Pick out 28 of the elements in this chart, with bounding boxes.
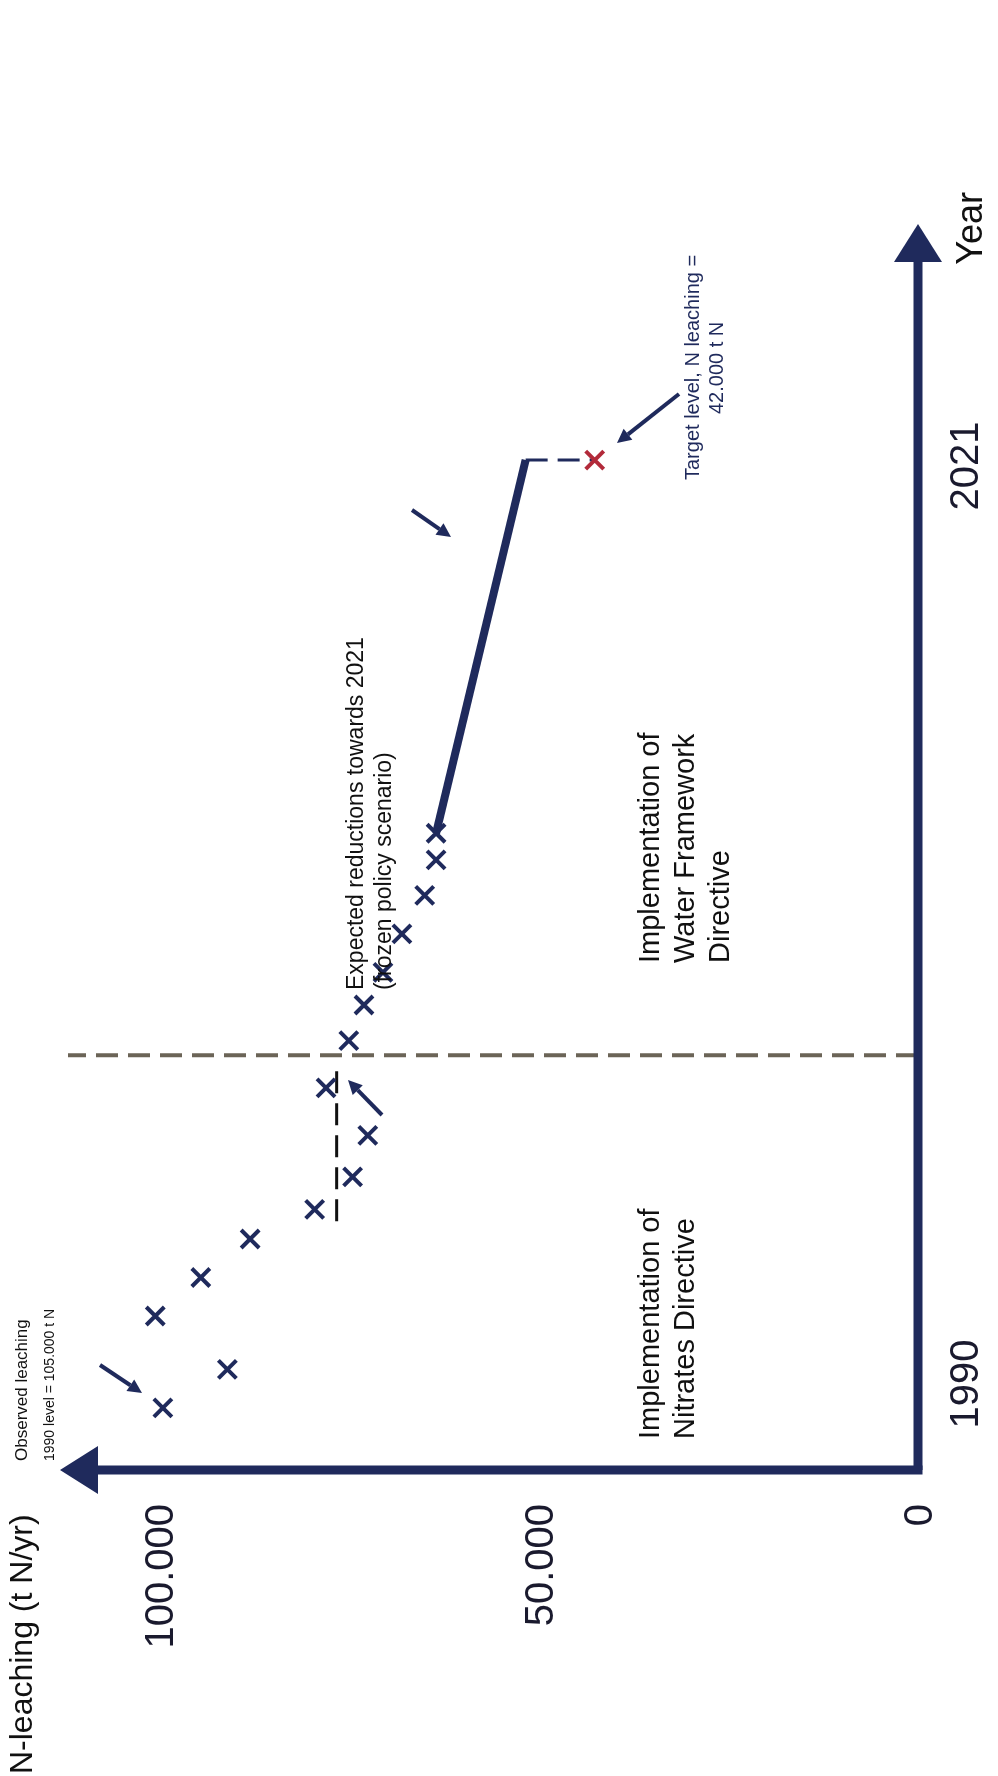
point xyxy=(425,848,448,871)
text: N-leaching (t N/yr) xyxy=(2,1513,40,1774)
point xyxy=(144,1304,167,1327)
y-axis-title: Year xyxy=(948,192,991,265)
annotation: Implementation of Water Framework Directive xyxy=(632,731,736,963)
y-tick-label: 2021 xyxy=(942,421,986,511)
text: 1990 level = 105.000 t N xyxy=(41,1307,58,1461)
point xyxy=(337,1029,360,1052)
point xyxy=(341,1165,364,1188)
point xyxy=(239,1227,262,1250)
x-tick-label: 0 xyxy=(896,1504,940,1527)
point xyxy=(583,449,606,472)
point xyxy=(303,1198,326,1221)
annotation: Target level, N leaching = 42.000 t N xyxy=(680,253,728,483)
annotation: Implementation of Nitrates Directive xyxy=(632,1207,701,1439)
annotation: Expected reductions towards 2021 (frozen policy scenario) xyxy=(342,636,397,990)
point xyxy=(189,1266,212,1289)
point xyxy=(151,1396,174,1419)
point xyxy=(425,822,448,845)
point xyxy=(413,884,436,907)
x-tick-label: 100.000 xyxy=(137,1504,182,1649)
y-tick-label: 1990 xyxy=(942,1339,986,1429)
point xyxy=(315,1076,338,1099)
point xyxy=(216,1358,239,1381)
text: Observed leaching xyxy=(12,1318,32,1461)
point xyxy=(356,1124,379,1147)
x-tick-label: 50.000 xyxy=(516,1504,561,1627)
point xyxy=(352,994,375,1017)
